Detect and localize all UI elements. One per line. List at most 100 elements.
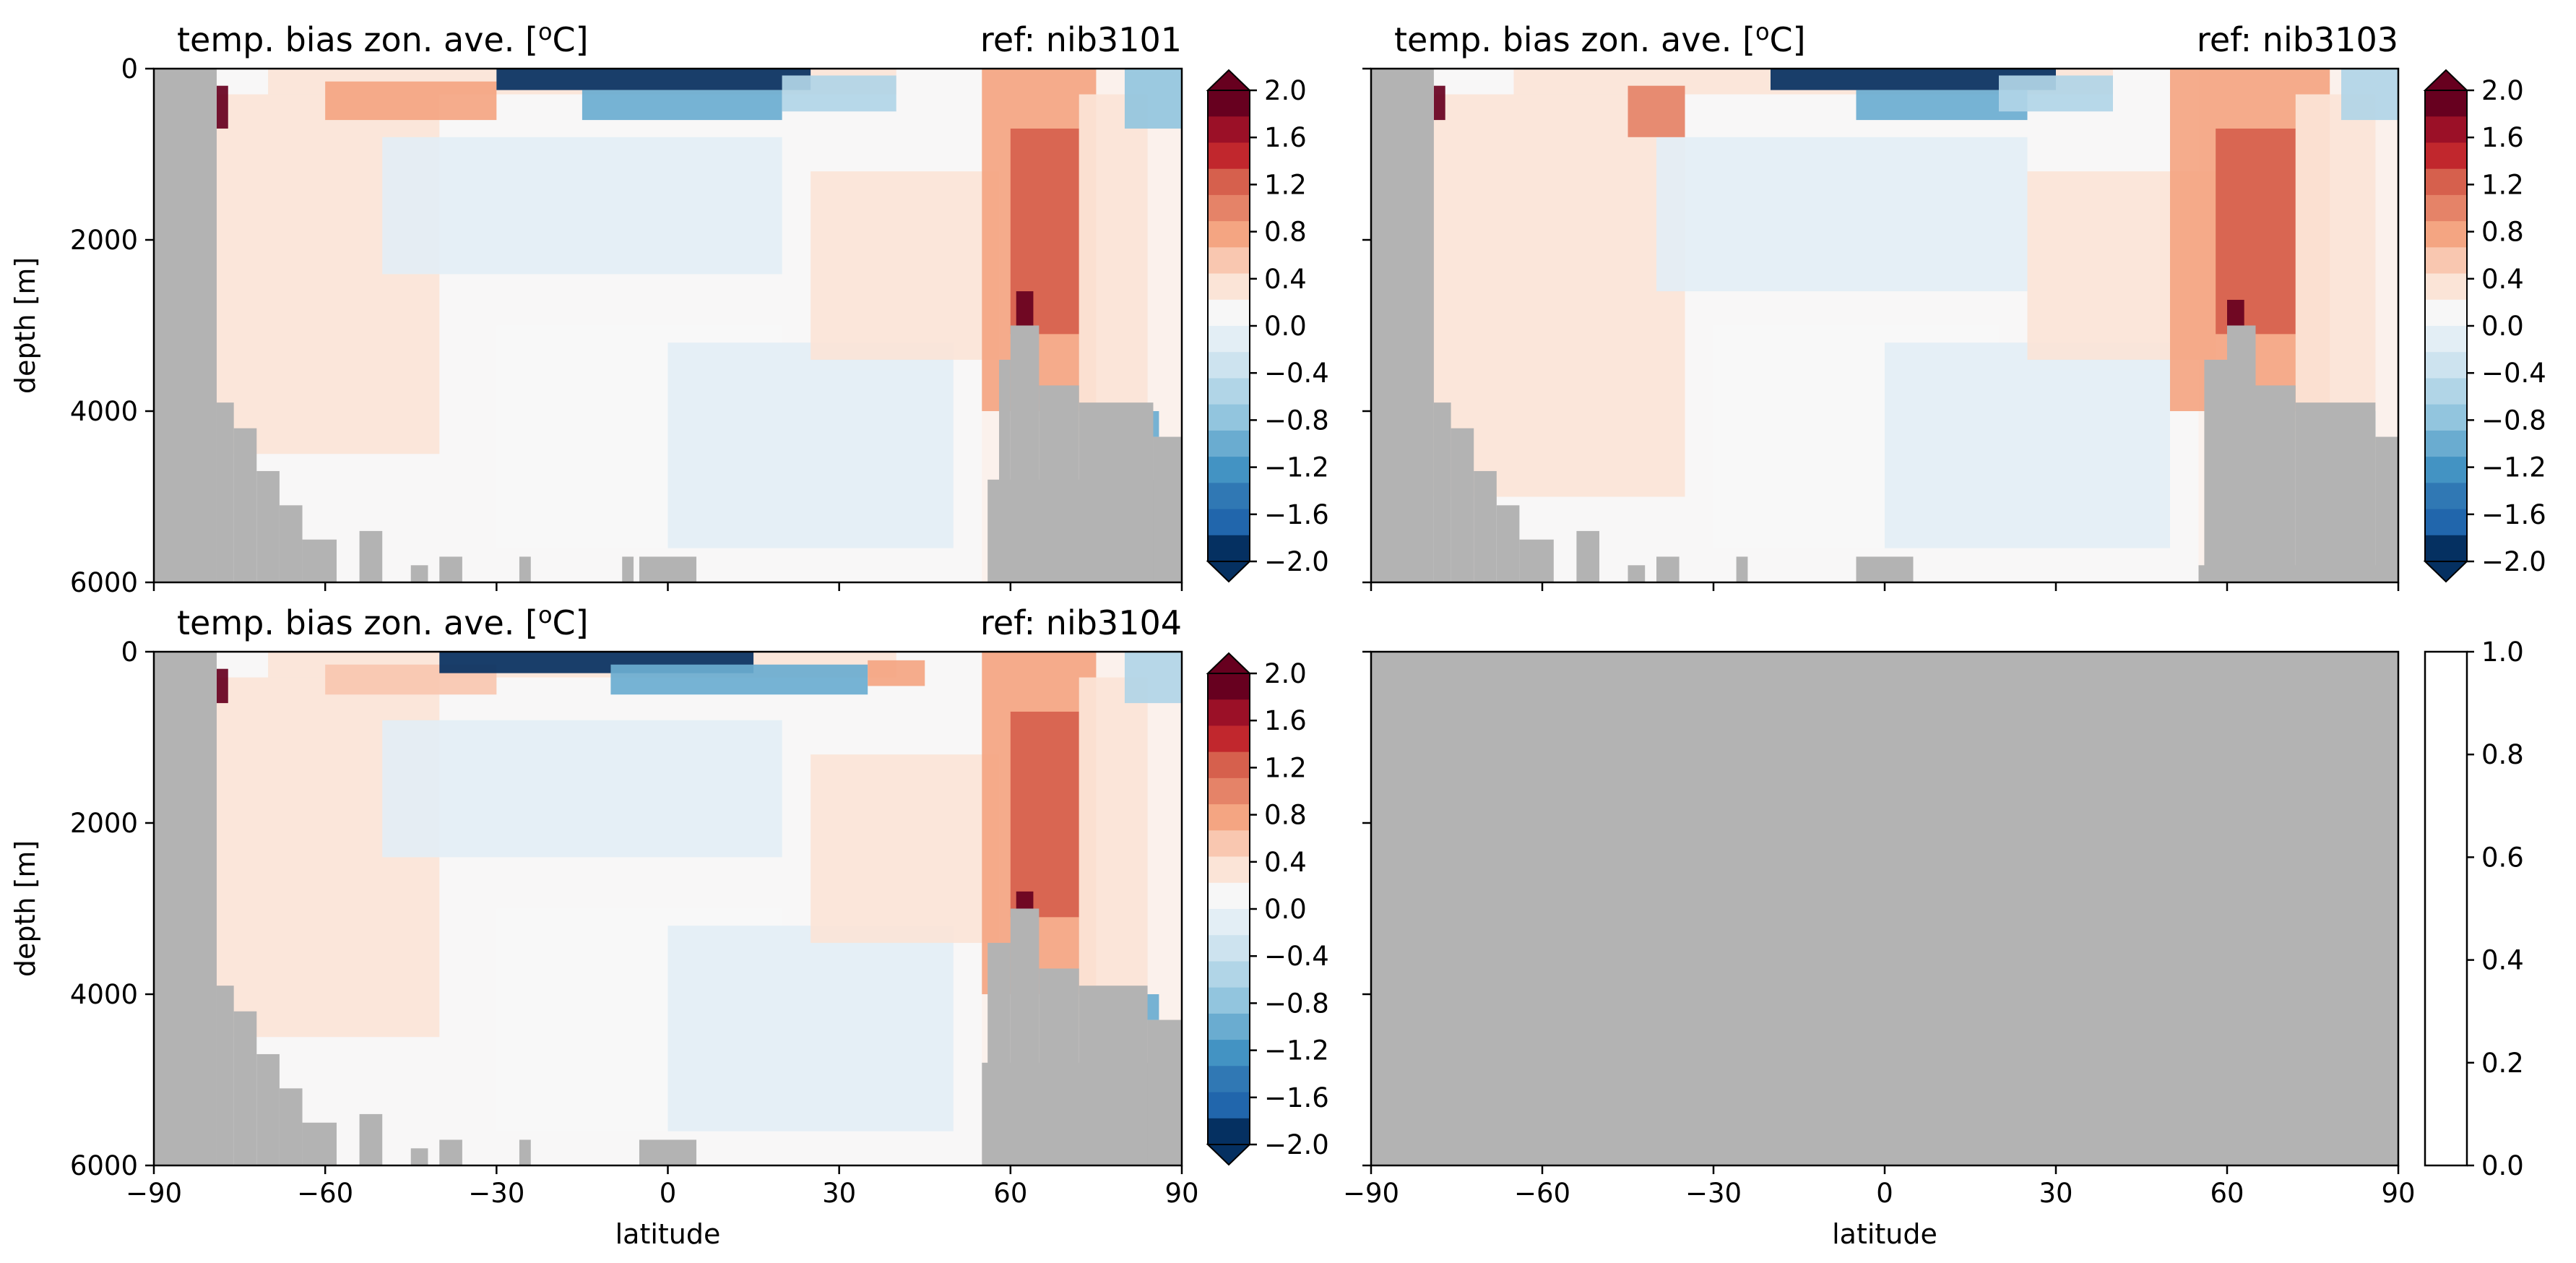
x-tick-label: 0	[1876, 1178, 1893, 1209]
land-mask	[233, 1011, 257, 1165]
colorbar-tick-label: 2.0	[2481, 75, 2524, 106]
bias-cell	[1999, 75, 2113, 112]
colorbar-segment	[1208, 457, 1250, 483]
panel-title-superscript: o	[538, 18, 553, 46]
colorbar-tick-label: −0.4	[1264, 358, 1329, 389]
colorbar-tick-label: −0.4	[1264, 941, 1329, 972]
land-mask	[1496, 505, 1520, 582]
colorbar-segment	[1208, 961, 1250, 988]
x-tick-label: 0	[660, 1178, 677, 1209]
bias-cell	[811, 754, 1000, 943]
x-tick-label: 30	[822, 1178, 856, 1209]
bias-cell	[496, 69, 811, 90]
land-mask	[216, 986, 234, 1165]
colorbar-tick-label: −1.2	[1264, 452, 1329, 483]
panel-title-prefix: temp. bias zon. ave. [	[1394, 20, 1755, 59]
colorbar-tick-label: −0.8	[1264, 405, 1329, 436]
bias-cell	[811, 171, 1000, 360]
colorbar-segment	[2425, 221, 2467, 248]
colorbar-tick-label: 1.2	[1264, 752, 1307, 783]
colorbar-tick-label: 0.8	[2481, 739, 2524, 770]
colorbar-tick-label: −2.0	[1264, 546, 1329, 577]
colorbar-segment	[1208, 326, 1250, 353]
panel-title-suffix: C]	[553, 603, 589, 642]
colorbar-tick-label: 0.4	[2481, 264, 2524, 295]
land-mask	[279, 505, 303, 582]
land-mask	[256, 1053, 280, 1165]
bias-cell	[2295, 94, 2376, 446]
colorbar-segment	[2425, 142, 2467, 170]
colorbar-tick-label: 0.8	[2481, 217, 2524, 248]
colorbar-segment	[1208, 725, 1250, 753]
colorbar: 1.0 0.8 0.6 0.4 0.2 0.0	[2424, 637, 2524, 1181]
bias-cell	[1628, 85, 1685, 137]
colorbar-segment	[2425, 90, 2467, 117]
colorbar-tick-label: −1.6	[1264, 499, 1329, 530]
colorbar-segment	[1208, 168, 1250, 196]
bias-cell	[667, 926, 954, 1131]
land-mask	[279, 1088, 303, 1165]
colorbar-body	[2424, 650, 2468, 1167]
x-axis-label: latitude	[615, 1218, 721, 1250]
land-mask	[2255, 385, 2296, 582]
land-mask	[439, 556, 462, 582]
x-axis-label: latitude	[1832, 1218, 1937, 1250]
panel-title-suffix: C]	[553, 20, 589, 59]
land-mask	[1519, 539, 1554, 582]
colorbar-segment	[2425, 457, 2467, 483]
colorbar-segment	[2425, 509, 2467, 536]
colorbar-segment	[2425, 483, 2467, 510]
panels: temp. bias zon. ave. [oC] ref: nib3101020…	[9, 18, 2546, 1250]
colorbar-segment	[1208, 535, 1250, 562]
bias-cell	[1433, 85, 1445, 121]
colorbar-tick-label: 1.0	[2481, 637, 2524, 668]
x-tick-label: 60	[993, 1178, 1027, 1209]
colorbar-tick-label: 1.6	[1264, 705, 1307, 736]
colorbar: 2.0 1.6 1.2 0.8 0.4 0.0 −0.4 −0.8 −1.2 −1.6 −2.0	[1206, 69, 1329, 583]
colorbar-tick-label: 0.4	[1264, 847, 1307, 878]
colorbar-segment	[2425, 116, 2467, 144]
colorbar-segment	[1208, 90, 1250, 117]
colorbar-tick-label: −2.0	[2481, 546, 2546, 577]
colorbar-tick-label: −1.2	[2481, 452, 2546, 483]
panel-title: temp. bias zon. ave. [oC]	[1394, 18, 1806, 59]
colorbar-over-triangle	[1206, 69, 1252, 91]
colorbar-tick-label: 0.8	[1264, 217, 1307, 248]
colorbar-segment	[2425, 273, 2467, 301]
colorbar-segment	[1208, 430, 1250, 457]
colorbar-segment	[1208, 1013, 1250, 1040]
colorbar-segment	[1208, 1092, 1250, 1119]
x-tick-label: 30	[2039, 1178, 2073, 1209]
land-mask	[622, 556, 634, 582]
bias-cell	[610, 664, 868, 695]
colorbar-segment	[2425, 430, 2467, 457]
bias-cell	[382, 720, 782, 858]
colorbar-under-triangle	[1206, 561, 1252, 583]
x-tick-label: −30	[1685, 1178, 1742, 1209]
land-mask	[410, 1148, 428, 1165]
colorbar-segment	[1208, 699, 1250, 727]
land-mask	[1010, 325, 1040, 582]
land-mask	[1153, 436, 1182, 582]
colorbar-over-triangle	[2423, 69, 2469, 91]
land-mask	[302, 539, 337, 582]
y-tick-label: 6000	[70, 1150, 138, 1181]
y-axis-label: depth [m]	[9, 257, 41, 394]
y-tick-label: 2000	[70, 225, 138, 256]
colorbar-over-triangle	[1206, 652, 1252, 674]
x-tick-label: 90	[1164, 1178, 1198, 1209]
panel-title-prefix: temp. bias zon. ave. [	[177, 20, 538, 59]
land-mask	[1856, 556, 1914, 582]
colorbar-tick-label: 1.6	[1264, 122, 1307, 153]
colorbar-segment	[1208, 221, 1250, 248]
colorbar-segment	[1208, 935, 1250, 962]
colorbar-segment	[1208, 483, 1250, 510]
land-mask	[1433, 402, 1451, 582]
land-mask	[1010, 908, 1040, 1165]
land-mask	[154, 69, 217, 582]
colorbar-tick-label: −2.0	[1264, 1129, 1329, 1160]
colorbar-tick-label: 1.6	[2481, 122, 2524, 153]
bias-cell	[1656, 137, 2028, 292]
x-tick-label: −60	[1514, 1178, 1570, 1209]
